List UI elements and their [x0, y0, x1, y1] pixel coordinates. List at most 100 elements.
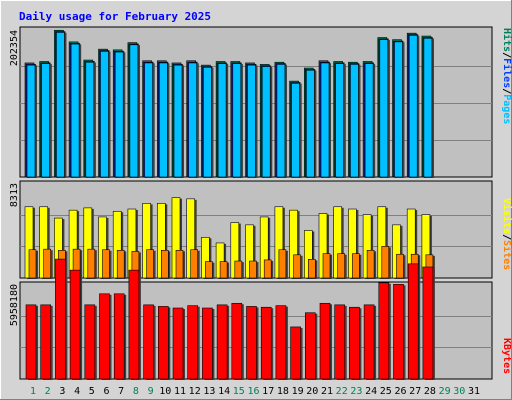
day-label-9: 9	[148, 386, 154, 397]
sites-bar-day-16	[249, 260, 257, 279]
sites-bar-day-25	[381, 246, 390, 279]
day-label-2: 2	[45, 386, 51, 397]
day-label-6: 6	[103, 386, 109, 397]
sites-bar-day-1	[28, 249, 37, 279]
day-label-14: 14	[218, 386, 230, 397]
pages-bar-day-20	[305, 69, 315, 178]
sites-bar-day-6	[102, 249, 110, 279]
day-label-21: 21	[321, 386, 333, 397]
kbytes-bar-day-7	[113, 293, 125, 380]
legend-visits: Visits	[501, 198, 512, 234]
pages-bar-day-26	[394, 41, 403, 178]
legend-pages-files-hits: Hits/Files/Pages	[501, 28, 512, 124]
sites-bar-day-15	[234, 260, 243, 279]
sites-bar-day-11	[175, 249, 184, 279]
pages-bar-day-12	[188, 62, 197, 178]
day-label-19: 19	[292, 386, 304, 397]
pages-bar-day-6	[100, 51, 109, 178]
sites-bar-day-20	[307, 259, 316, 279]
kbytes-bar-day-3	[55, 258, 66, 380]
pages-bar-day-25	[379, 39, 389, 178]
kbytes-bar-day-8	[128, 269, 140, 380]
sites-bar-day-19	[293, 254, 301, 279]
kbytes-bar-day-1	[25, 304, 37, 380]
visits-axis-max-label: 8313	[9, 183, 20, 207]
sites-bar-day-14	[219, 261, 228, 279]
kbytes-bar-day-18	[275, 305, 287, 380]
pages-bar-day-21	[320, 62, 330, 178]
day-label-8: 8	[133, 386, 139, 397]
day-label-12: 12	[189, 386, 201, 397]
kbytes-bar-day-27	[407, 263, 419, 380]
kbytes-bar-day-9	[143, 304, 154, 380]
day-label-31: 31	[468, 386, 480, 397]
sites-bar-day-24	[366, 249, 375, 279]
pages-bar-day-15	[232, 63, 242, 178]
pages-bar-day-24	[364, 63, 374, 178]
pages-bar-day-4	[70, 43, 80, 178]
kbytes-bar-day-19	[290, 326, 301, 380]
legend-sep-3: /	[501, 234, 512, 240]
sites-bar-day-22	[337, 253, 346, 279]
pages-bar-day-8	[129, 44, 139, 178]
kbytes-bar-day-28	[422, 266, 434, 380]
day-label-25: 25	[380, 386, 392, 397]
pages-bar-day-23	[350, 64, 359, 178]
legend-pages: Pages	[501, 94, 512, 124]
pages-bar-day-2	[41, 63, 51, 178]
kbytes-bar-day-11	[172, 307, 184, 380]
day-label-30: 30	[453, 386, 465, 397]
day-label-11: 11	[174, 386, 186, 397]
kbytes-bar-day-22	[334, 304, 346, 380]
kbytes-bar-day-26	[393, 284, 404, 380]
kbytes-bar-day-6	[99, 293, 110, 380]
kbytes-bar-day-16	[246, 306, 257, 380]
day-labels: 1 2 3 4 5 6 7 8 9 10 11 12 13 14 15 16 17 18 19 20 21 22 23 24 2…	[30, 386, 480, 397]
pages-bar-day-5	[85, 61, 95, 178]
kbytes-bar-day-4	[69, 269, 81, 380]
kbytes-bar-day-14	[216, 304, 228, 380]
kbytes-bar-day-5	[84, 304, 96, 380]
day-label-26: 26	[394, 386, 406, 397]
kbytes-bar-day-25	[378, 282, 390, 380]
pages-bar-day-18	[276, 64, 286, 178]
sites-bar-day-9	[146, 249, 154, 279]
pages-bar-day-17	[261, 66, 271, 178]
day-label-22: 22	[336, 386, 348, 397]
pages-bar-day-27	[408, 35, 418, 178]
kbytes-bar-day-15	[231, 302, 243, 380]
kbytes-bar-day-23	[349, 306, 360, 380]
pages-bar-day-3	[56, 32, 65, 178]
day-label-23: 23	[350, 386, 362, 397]
kbytes-bar-day-10	[158, 306, 169, 380]
kbytes-axis-max-label: 5958180	[9, 284, 20, 326]
sites-bar-day-10	[161, 249, 169, 279]
day-label-24: 24	[365, 386, 377, 397]
kbytes-bar-day-24	[363, 304, 375, 380]
day-label-5: 5	[89, 386, 95, 397]
day-label-29: 29	[439, 386, 451, 397]
kbytes-bar-day-21	[319, 302, 331, 380]
day-label-1: 1	[30, 386, 36, 397]
kbytes-bar-day-12	[187, 305, 198, 380]
day-label-27: 27	[409, 386, 421, 397]
day-label-20: 20	[306, 386, 318, 397]
legend-sites: Sites	[501, 240, 512, 270]
day-label-13: 13	[203, 386, 215, 397]
pages-bar-day-22	[335, 63, 345, 178]
pages-bar-day-13	[203, 67, 212, 178]
pages-bar-day-10	[159, 62, 168, 178]
day-label-17: 17	[262, 386, 274, 397]
sites-bar-day-21	[322, 253, 331, 279]
hits-axis-max-label: 202354	[9, 30, 20, 66]
pages-bar-day-11	[173, 64, 183, 178]
legend-files: Files	[501, 58, 512, 88]
day-label-15: 15	[233, 386, 245, 397]
pages-bar-day-1	[26, 64, 36, 178]
sites-bar-day-7	[116, 249, 125, 279]
sites-bar-day-13	[205, 261, 213, 279]
bars	[24, 29, 435, 380]
legend-hits: Hits	[501, 28, 512, 52]
kbytes-bar-day-13	[202, 307, 213, 380]
day-label-16: 16	[247, 386, 259, 397]
